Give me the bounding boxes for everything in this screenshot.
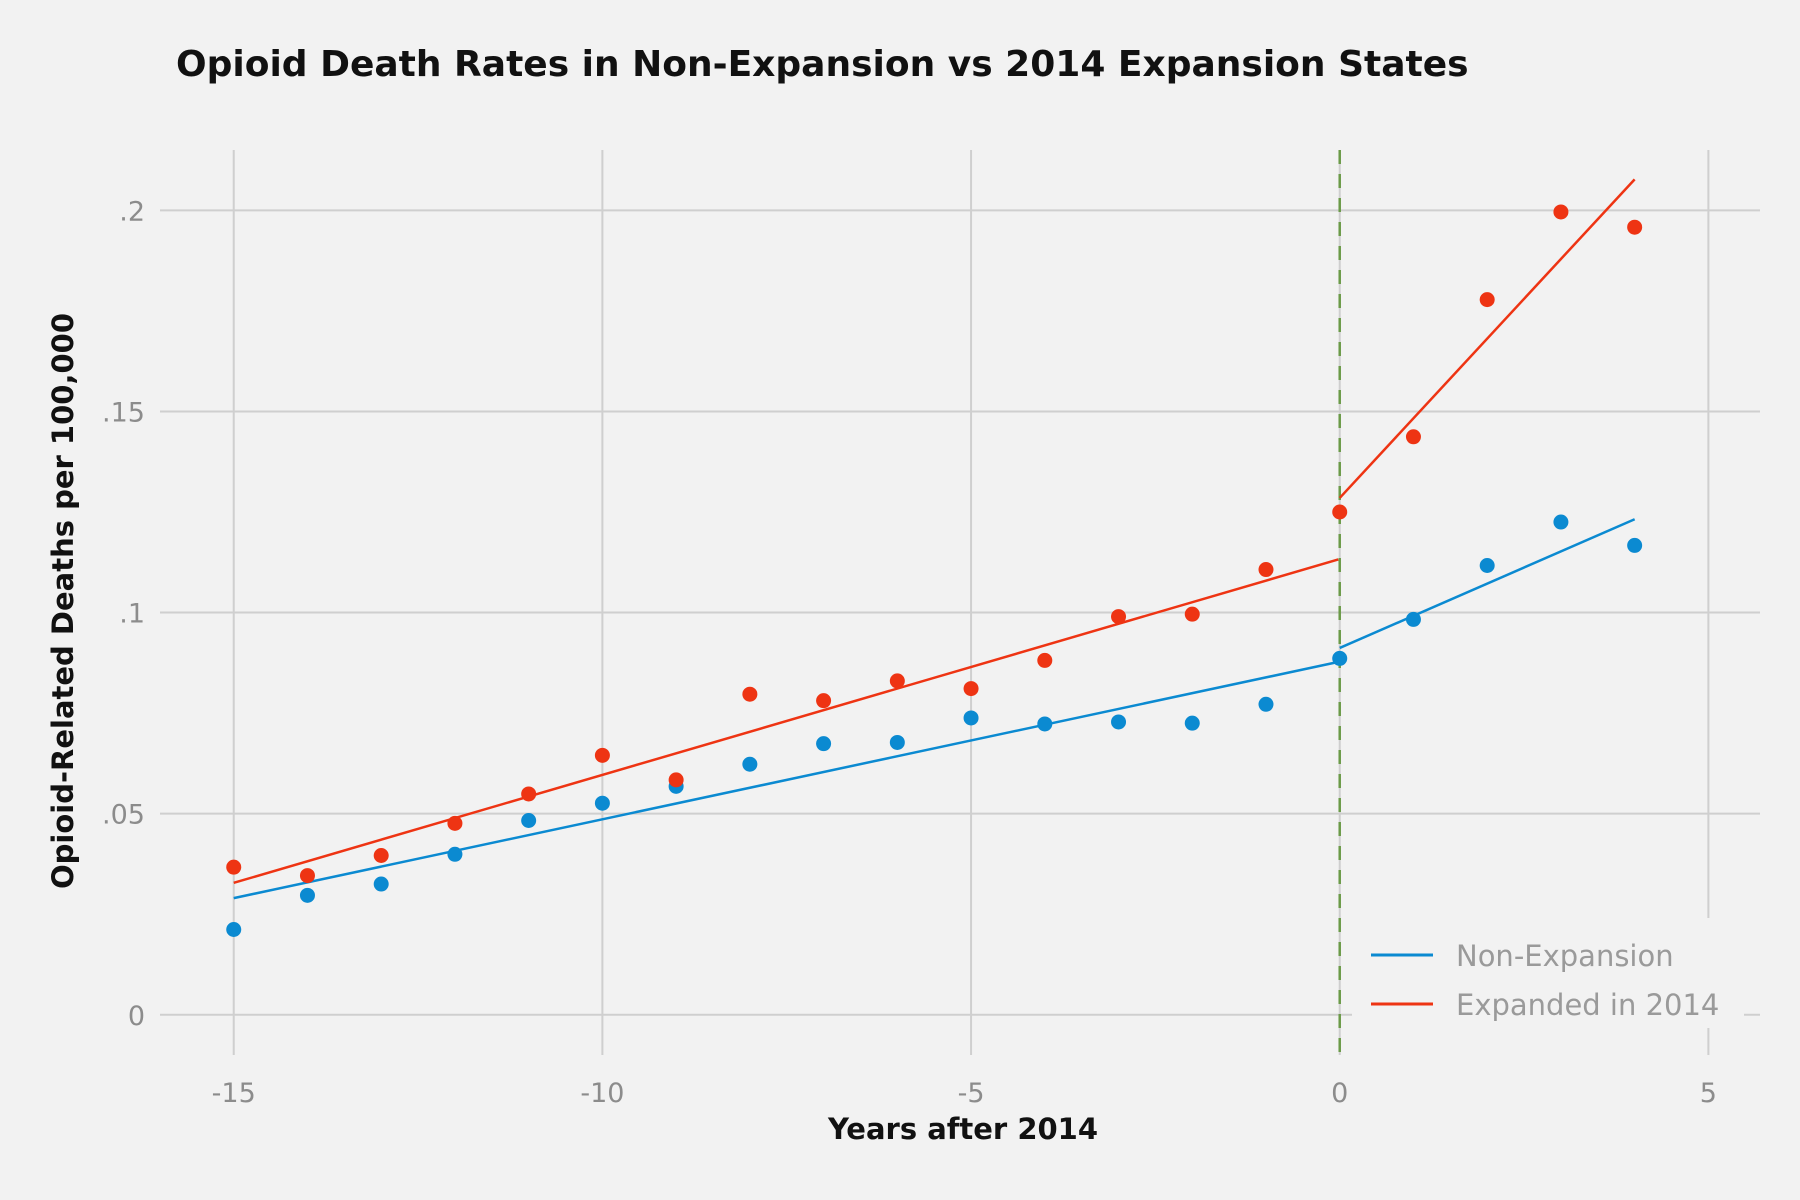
point-non-expansion (889, 734, 905, 750)
point-expanded (521, 786, 537, 802)
point-non-expansion (373, 876, 389, 892)
x-tick-label: 5 (1700, 1078, 1717, 1109)
point-non-expansion (594, 795, 610, 811)
point-expanded (1332, 504, 1348, 520)
point-non-expansion (816, 736, 832, 752)
point-expanded (1553, 204, 1569, 220)
gridlines (160, 150, 1760, 1055)
y-tick-label: .05 (102, 800, 145, 831)
point-expanded (1037, 652, 1053, 668)
legend: Non-Expansion Expanded in 2014 (1352, 918, 1744, 1028)
tick-labels: -15 -10 -5 0 5 0 .05 .1 .15 .2 (102, 196, 1717, 1109)
point-non-expansion (299, 887, 315, 903)
x-tick-label: -10 (580, 1078, 624, 1109)
chart-title: Opioid Death Rates in Non-Expansion vs 2… (176, 44, 1469, 85)
data-points (226, 204, 1643, 938)
point-expanded (742, 686, 758, 702)
fit-line-expanded (233, 558, 1339, 885)
point-non-expansion (1479, 557, 1495, 573)
legend-label-non-expansion: Non-Expansion (1456, 939, 1674, 973)
point-non-expansion (742, 756, 758, 772)
point-non-expansion (1184, 715, 1200, 731)
point-non-expansion (1037, 716, 1053, 732)
point-expanded (226, 859, 242, 875)
point-non-expansion (1258, 696, 1274, 712)
point-expanded (889, 673, 905, 689)
legend-box (1352, 918, 1744, 1028)
point-expanded (594, 747, 610, 763)
point-expanded (1258, 562, 1274, 578)
point-non-expansion (1332, 650, 1348, 666)
fit-lines (233, 178, 1636, 900)
fit-line-non-expansion (1339, 518, 1636, 650)
point-expanded (1479, 292, 1495, 308)
point-expanded (963, 681, 979, 697)
point-expanded (447, 815, 463, 831)
point-non-expansion (447, 846, 463, 862)
x-axis-title: Years after 2014 (827, 1112, 1098, 1146)
y-axis-title: Opioid-Related Deaths per 100,000 (46, 313, 80, 889)
point-expanded (816, 693, 832, 709)
x-tick-label: -15 (212, 1078, 256, 1109)
x-tick-label: -5 (958, 1078, 985, 1109)
point-non-expansion (1553, 514, 1569, 530)
point-non-expansion (1405, 611, 1421, 627)
point-expanded (373, 847, 389, 863)
point-non-expansion (1627, 537, 1643, 553)
y-tick-label: .1 (119, 599, 145, 630)
point-expanded (1111, 609, 1127, 625)
point-expanded (668, 772, 684, 788)
point-expanded (1405, 429, 1421, 445)
y-tick-label: .2 (119, 196, 145, 227)
point-non-expansion (963, 710, 979, 726)
y-tick-label: .15 (102, 397, 145, 428)
point-expanded (1184, 606, 1200, 622)
fit-line-expanded (1338, 178, 1636, 499)
fit-line-non-expansion (233, 660, 1340, 900)
point-expanded (1627, 219, 1643, 235)
legend-label-expanded: Expanded in 2014 (1456, 988, 1719, 1022)
y-tick-label: 0 (128, 1001, 145, 1032)
point-expanded (299, 868, 315, 884)
x-tick-label: 0 (1331, 1078, 1348, 1109)
point-non-expansion (1111, 714, 1127, 730)
point-non-expansion (521, 813, 537, 829)
point-non-expansion (226, 922, 242, 938)
